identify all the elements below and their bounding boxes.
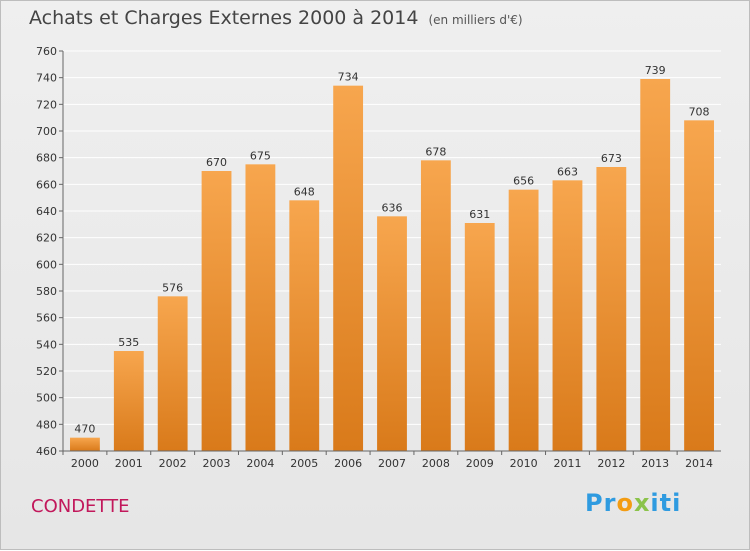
bar-2004 xyxy=(245,164,276,452)
bar-2010 xyxy=(508,189,539,451)
data-label-2010: 656 xyxy=(513,175,534,188)
bar-2009 xyxy=(464,223,495,451)
x-tick-label-2009: 2009 xyxy=(466,457,494,470)
x-tick-label-2011: 2011 xyxy=(553,457,581,470)
y-tick-label: 560 xyxy=(36,312,57,325)
y-tick-label: 520 xyxy=(36,365,57,378)
data-label-2013: 739 xyxy=(645,64,666,77)
x-tick-label-2005: 2005 xyxy=(290,457,318,470)
data-label-2001: 535 xyxy=(118,336,139,349)
x-axis: 2000 2001 2002 2003 2004 2005 2006 2007 2008 2009… xyxy=(62,450,721,470)
y-tick-label: 460 xyxy=(36,445,57,458)
x-tick-label-2012: 2012 xyxy=(597,457,625,470)
data-label-2012: 673 xyxy=(601,152,622,165)
y-tick-label: 640 xyxy=(36,205,57,218)
x-tick-label-2007: 2007 xyxy=(378,457,406,470)
chart-subtitle: (en milliers d'€) xyxy=(428,13,523,27)
y-tick-label: 580 xyxy=(36,285,57,298)
chart-title: Achats et Charges Externes 2000 à 2014 (e… xyxy=(29,7,523,29)
bar-2003 xyxy=(201,171,232,451)
x-tick-label-2008: 2008 xyxy=(422,457,450,470)
data-label-2005: 648 xyxy=(294,185,315,198)
city-name: CONDETTE xyxy=(31,496,130,517)
y-tick-label: 740 xyxy=(36,72,57,85)
y-tick-label: 720 xyxy=(36,98,57,111)
y-axis: 460 480 500 520 540 560 580 600 620 640 660 680 700 7… xyxy=(36,45,64,458)
bar-2006 xyxy=(333,85,364,452)
data-label-2004: 675 xyxy=(250,149,271,162)
y-tick-label: 500 xyxy=(36,392,57,405)
y-tick-label: 600 xyxy=(36,258,57,271)
logo-part-4: iti xyxy=(650,489,682,517)
data-label-2014: 708 xyxy=(689,105,710,118)
y-tick-label: 620 xyxy=(36,232,57,245)
data-labels: 470 535 576 670 675 648 734 636 678 631 656 663 673 7… xyxy=(74,64,709,436)
x-tick-label-2004: 2004 xyxy=(246,457,274,470)
x-tick-label-2000: 2000 xyxy=(71,457,99,470)
x-tick-label-2002: 2002 xyxy=(159,457,187,470)
bar-2000 xyxy=(70,437,100,451)
data-label-2007: 636 xyxy=(382,201,403,214)
y-tick-label: 480 xyxy=(36,418,57,431)
y-tick-label: 680 xyxy=(36,152,57,165)
x-tick-label-2006: 2006 xyxy=(334,457,362,470)
x-tick-label-2014: 2014 xyxy=(685,457,713,470)
chart-title-text: Achats et Charges Externes 2000 à 2014 xyxy=(29,7,419,29)
data-label-2000: 470 xyxy=(74,423,95,436)
x-tick-label-2010: 2010 xyxy=(510,457,538,470)
data-label-2003: 670 xyxy=(206,156,227,169)
bar-2011 xyxy=(552,180,583,452)
y-tick-label: 660 xyxy=(36,178,57,191)
data-label-2011: 663 xyxy=(557,165,578,178)
bar-2001 xyxy=(113,351,144,451)
data-label-2006: 734 xyxy=(338,71,359,84)
x-tick-label-2003: 2003 xyxy=(203,457,231,470)
logo-part-2: o xyxy=(616,489,634,517)
bars xyxy=(70,79,714,452)
y-tick-label: 700 xyxy=(36,125,57,138)
logo-part-1: Pr xyxy=(585,489,617,517)
bar-2008 xyxy=(420,160,451,452)
bar-2012 xyxy=(596,167,627,451)
bar-2007 xyxy=(377,216,407,451)
bar-2014 xyxy=(684,120,714,451)
y-tick-label: 760 xyxy=(36,45,57,58)
data-label-2009: 631 xyxy=(469,208,490,221)
x-tick-label-2001: 2001 xyxy=(115,457,143,470)
y-tick-label: 540 xyxy=(36,338,57,351)
data-label-2002: 576 xyxy=(162,281,183,294)
x-tick-label-2013: 2013 xyxy=(641,457,669,470)
data-label-2008: 678 xyxy=(425,145,446,158)
proxiti-logo: Proxiti xyxy=(585,489,681,517)
logo-part-3: x xyxy=(633,489,651,517)
bar-2005 xyxy=(289,200,320,451)
bar-2013 xyxy=(640,79,671,451)
bar-2002 xyxy=(157,296,188,451)
